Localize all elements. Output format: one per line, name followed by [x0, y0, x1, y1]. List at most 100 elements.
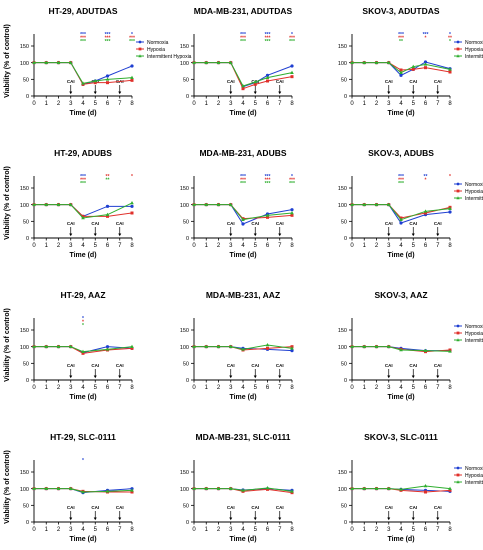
x-axis-label: Time (d) — [387, 394, 414, 401]
data-point — [130, 64, 134, 68]
y-tick-label: 100 — [338, 487, 347, 493]
legend-label: Hypoxia — [465, 331, 483, 337]
data-point — [399, 221, 403, 225]
legend-marker — [456, 338, 460, 342]
significance-marker: *** — [265, 32, 271, 38]
x-tick-label: 7 — [118, 101, 122, 107]
cai-arrowhead — [387, 517, 391, 521]
y-tick-label: 100 — [20, 487, 29, 493]
data-point — [265, 73, 270, 77]
x-tick-label: 2 — [217, 527, 221, 533]
x-tick-label: 1 — [45, 385, 49, 391]
cai-arrowhead — [93, 517, 97, 521]
panel-title: HT-29, AAZ — [60, 290, 105, 300]
cai-label: CAI — [116, 363, 124, 368]
significance-marker: *** — [423, 32, 429, 38]
cai-label: CAI — [227, 79, 235, 84]
panel-title: HT-29, ADUBS — [54, 148, 112, 158]
cai-arrowhead — [118, 91, 122, 95]
significance-marker: *** — [398, 181, 404, 187]
data-point — [216, 344, 221, 348]
data-point — [228, 486, 233, 490]
data-point — [204, 60, 209, 64]
legend-marker — [456, 182, 460, 186]
legend-marker — [456, 331, 460, 335]
data-point — [290, 211, 294, 215]
x-tick-label: 2 — [375, 385, 379, 391]
x-tick-label: 0 — [192, 243, 196, 249]
data-point — [130, 78, 134, 82]
x-tick-label: 1 — [45, 527, 49, 533]
significance-marker: * — [82, 320, 84, 326]
cai-arrowhead — [118, 233, 122, 237]
data-point — [253, 80, 258, 84]
series-line-intermittent-hypoxia — [352, 62, 451, 74]
y-tick-label: 0 — [26, 94, 29, 100]
x-tick-label: 8 — [130, 101, 134, 107]
data-point — [399, 217, 403, 221]
x-tick-label: 2 — [217, 101, 221, 107]
data-point — [266, 487, 269, 491]
legend-marker — [456, 40, 460, 44]
cai-label: CAI — [385, 79, 393, 84]
x-tick-label: 4 — [399, 385, 403, 391]
legend-label: Intermittent Hypoxia — [147, 54, 192, 60]
significance-marker: * — [291, 32, 293, 38]
x-axis-label: Time (d) — [69, 394, 96, 401]
significance-marker: *** — [129, 39, 135, 45]
cai-label: CAI — [251, 221, 259, 226]
x-tick-label: 7 — [436, 243, 440, 249]
legend-marker — [138, 40, 142, 44]
panel-12: SKOV-3, SLC-0111 0 50 100 150 0 1 2 3 4 5 6 7 8 Time (… — [338, 432, 483, 543]
x-tick-label: 1 — [45, 101, 49, 107]
x-tick-label: 7 — [118, 243, 122, 249]
cai-arrowhead — [229, 91, 233, 95]
x-tick-label: 0 — [350, 527, 354, 533]
y-tick-label: 100 — [20, 203, 29, 209]
data-point — [32, 486, 36, 490]
legend-label: Intermittent Hypoxia — [465, 338, 483, 344]
significance-marker: *** — [240, 181, 246, 187]
legend-label: Hypoxia — [465, 47, 483, 53]
panel-9: SKOV-3, AAZ 0 50 100 150 0 1 2 3 4 5 6 7 8 Time (d) CAI… — [338, 290, 483, 401]
y-axis-label: Viability (% of control) — [4, 308, 11, 382]
x-tick-label: 5 — [254, 101, 258, 107]
x-tick-label: 2 — [375, 527, 379, 533]
series-line-hypoxia — [194, 204, 293, 220]
cai-arrowhead — [411, 517, 415, 521]
data-point — [105, 347, 110, 351]
x-tick-label: 0 — [192, 527, 196, 533]
x-tick-label: 5 — [94, 527, 98, 533]
data-point — [386, 202, 391, 206]
data-point — [290, 70, 294, 74]
y-tick-label: 0 — [186, 520, 189, 526]
legend-marker — [138, 54, 142, 58]
data-point — [448, 67, 452, 71]
x-axis-label: Time (d) — [229, 252, 256, 259]
x-tick-label: 3 — [229, 527, 233, 533]
panel-3: SKOV-3, ADUTDAS 0 50 100 150 0 1 2 3 4 5 6 7 8 Time (d… — [338, 6, 483, 117]
panel-11: MDA-MB-231, SLC-0111 0 50 100 150 0 1 2 3 4 5 6 7 8 Ti… — [180, 432, 295, 543]
data-point — [399, 68, 403, 72]
cai-label: CAI — [67, 221, 75, 226]
data-point — [399, 70, 403, 74]
data-point — [56, 486, 61, 490]
x-tick-label: 3 — [387, 527, 391, 533]
cai-arrowhead — [436, 375, 440, 379]
y-tick-label: 150 — [20, 186, 29, 192]
cai-arrowhead — [411, 375, 415, 379]
legend-marker — [456, 480, 460, 484]
significance-marker: * — [131, 32, 133, 38]
panel-6: SKOV-3, ADUBS 0 50 100 150 0 1 2 3 4 5 6 7 8 Time (d) C… — [338, 148, 483, 259]
y-tick-label: 0 — [186, 236, 189, 242]
data-point — [204, 486, 209, 490]
data-point — [105, 489, 110, 493]
y-tick-label: 100 — [338, 345, 347, 351]
significance-marker: ** — [106, 178, 110, 184]
y-tick-label: 0 — [186, 378, 189, 384]
significance-marker: *** — [105, 39, 111, 45]
legend-label: Normoxia — [465, 40, 483, 46]
data-point — [204, 344, 209, 348]
data-point — [266, 215, 269, 219]
x-tick-label: 1 — [363, 527, 367, 533]
